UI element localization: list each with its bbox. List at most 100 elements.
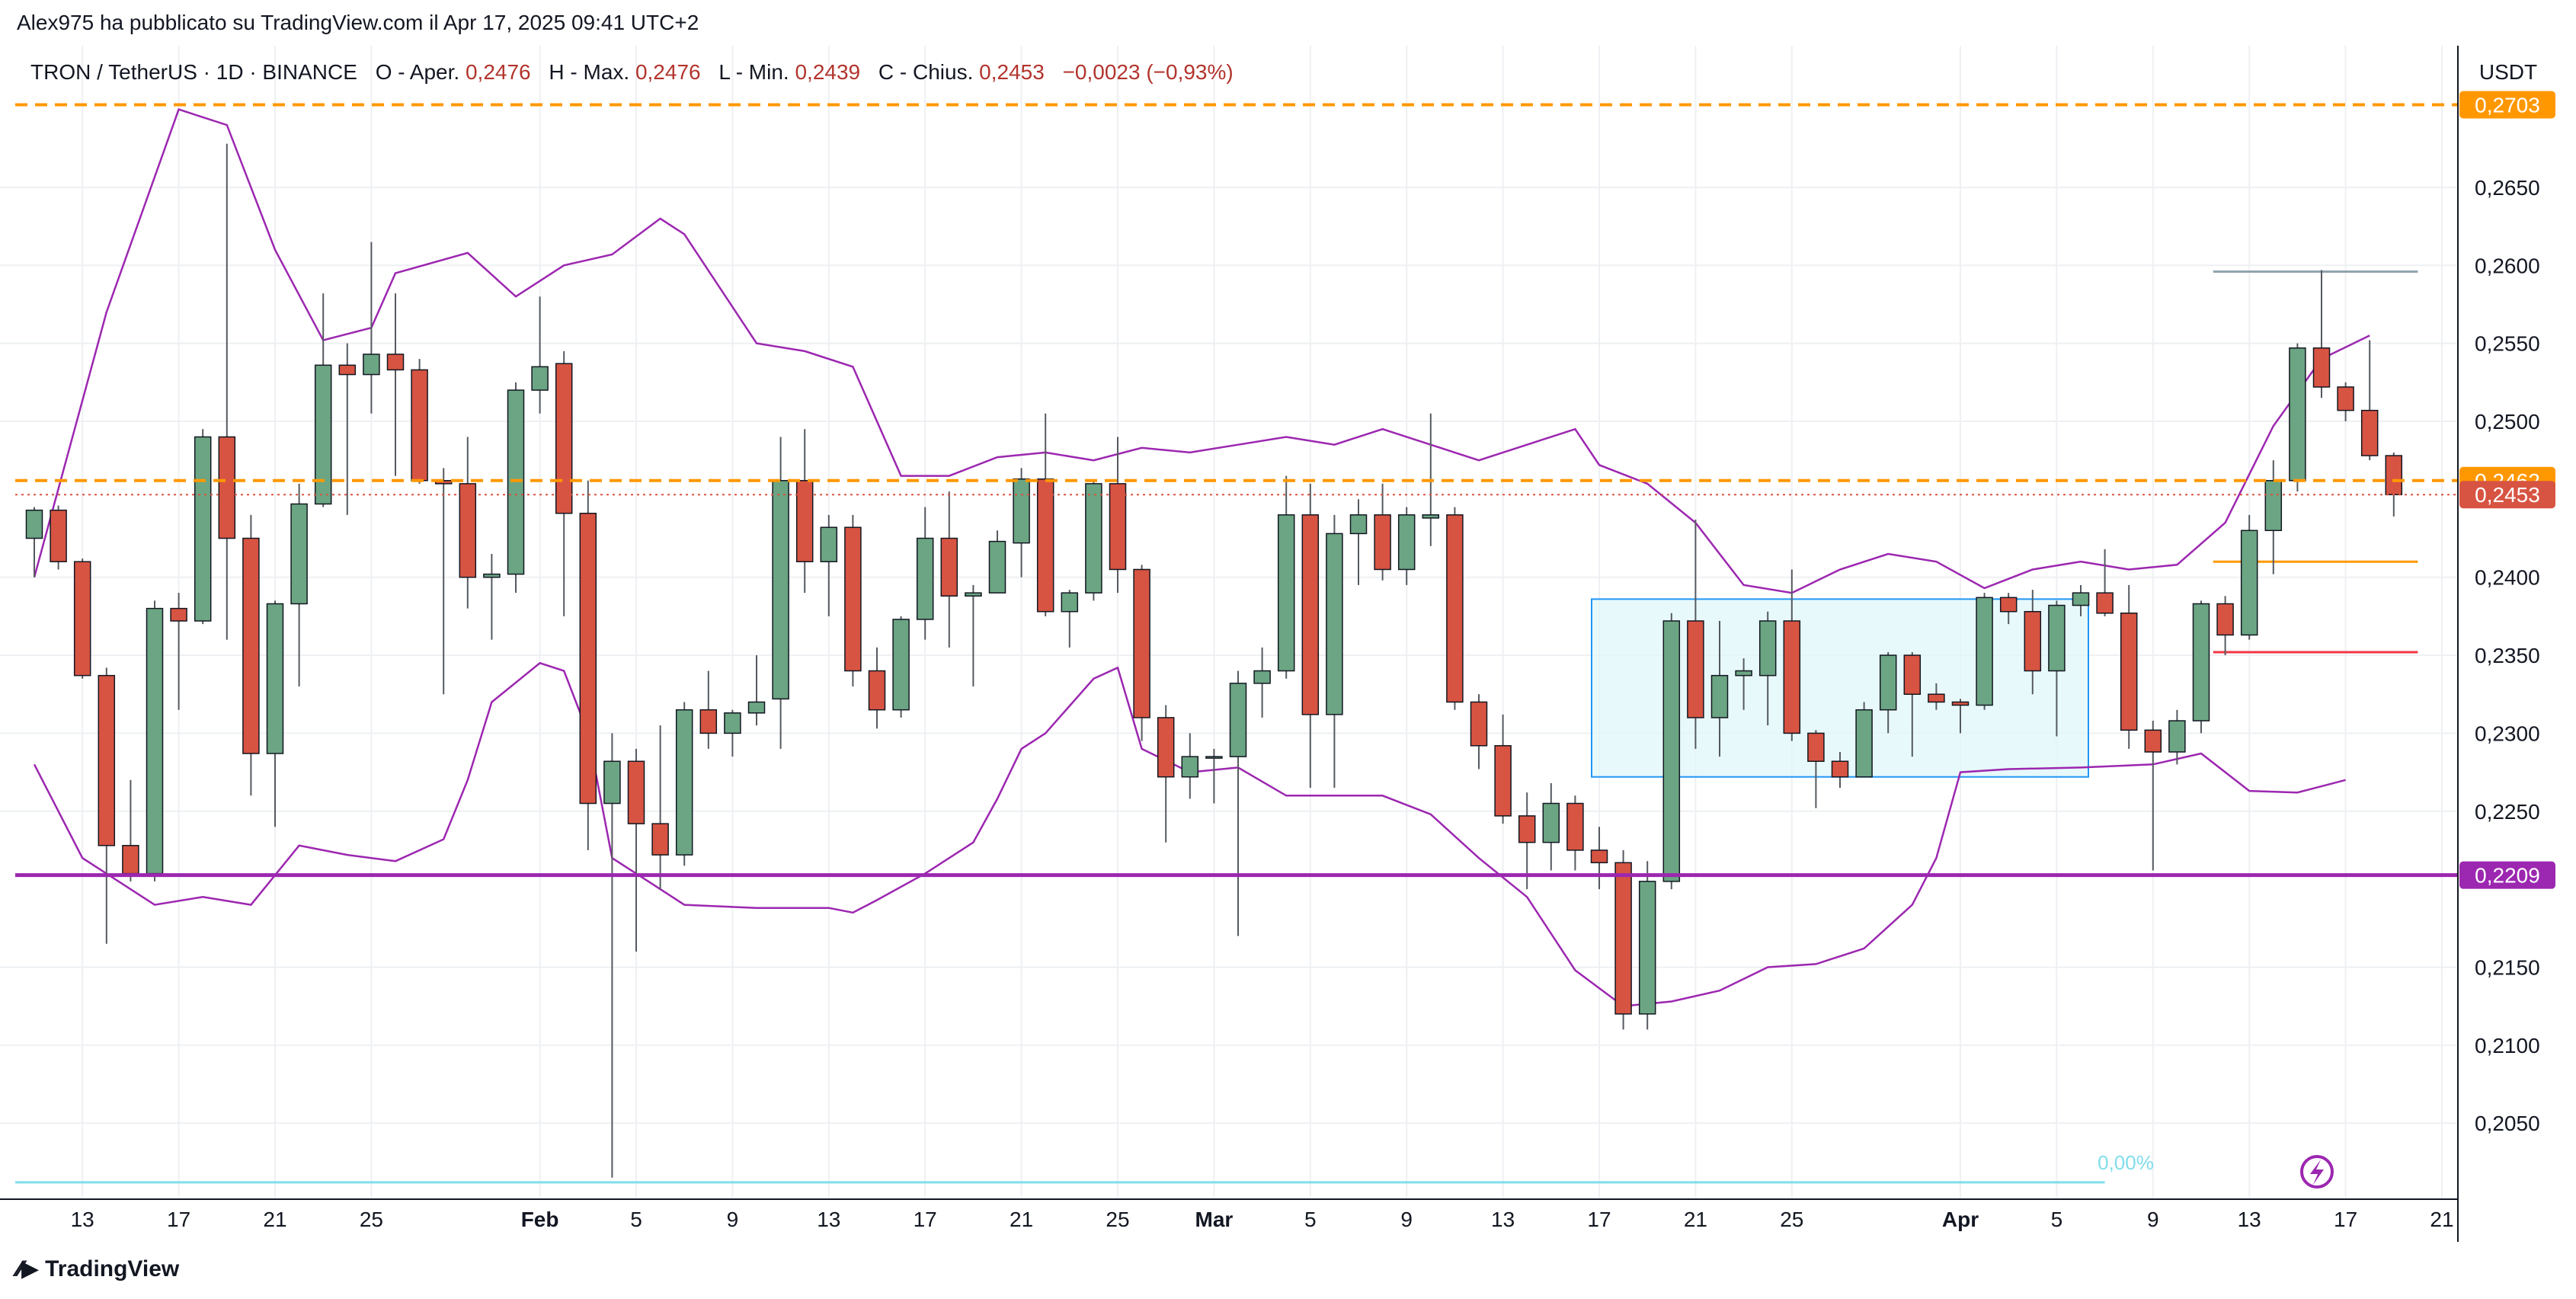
price-tick-label: 0,2100 bbox=[2475, 1034, 2540, 1057]
candlestick-series bbox=[25, 143, 2403, 1178]
candle-up bbox=[1662, 613, 1681, 890]
candle-up bbox=[1735, 658, 1752, 710]
candle-down bbox=[627, 748, 645, 952]
candle-up bbox=[892, 616, 910, 718]
candle-down bbox=[411, 359, 428, 484]
tradingview-brand-text: TradingView bbox=[45, 1256, 180, 1281]
legend-change-value: −0,0023 (−0,93%) bbox=[1063, 60, 1234, 84]
candle-up bbox=[1758, 611, 1777, 726]
candle-up bbox=[290, 483, 308, 686]
candle-down bbox=[2096, 549, 2114, 616]
candle-up bbox=[483, 553, 501, 640]
time-axis-panel[interactable] bbox=[0, 1199, 2458, 1245]
candle-body bbox=[1542, 802, 1560, 843]
candle-body bbox=[1374, 514, 1391, 571]
candle-body bbox=[507, 389, 525, 575]
candle-body bbox=[1758, 620, 1777, 677]
candle-up bbox=[1349, 499, 1368, 585]
candle-body bbox=[1928, 693, 1945, 703]
candle-body bbox=[2360, 409, 2379, 456]
candle-down bbox=[1999, 593, 2018, 625]
time-tick-label: 21 bbox=[1010, 1208, 1033, 1231]
candle-up bbox=[2048, 600, 2066, 737]
price-tick-label: 0,2600 bbox=[2475, 254, 2540, 277]
candle-body bbox=[1061, 592, 1079, 613]
candle-down bbox=[1494, 714, 1512, 824]
candle-up bbox=[1879, 651, 1897, 734]
candle-up bbox=[1277, 475, 1295, 679]
candle-down bbox=[651, 725, 669, 890]
candle-body bbox=[892, 619, 910, 711]
time-tick-label: 21 bbox=[263, 1208, 286, 1231]
candle-down bbox=[1783, 569, 1801, 741]
candle-body bbox=[434, 480, 453, 485]
candle-body bbox=[50, 509, 67, 562]
candle-body bbox=[2385, 455, 2403, 495]
candle-body bbox=[1181, 756, 1199, 778]
candle-body bbox=[1735, 670, 1752, 677]
price-tag-bg bbox=[2459, 481, 2555, 509]
candle-up bbox=[2289, 343, 2306, 492]
price-tag-bg bbox=[2459, 91, 2555, 119]
candle-body bbox=[1301, 514, 1320, 715]
time-tick-label: 5 bbox=[630, 1208, 642, 1231]
candle-body bbox=[2312, 347, 2331, 388]
candle-up bbox=[965, 584, 982, 686]
candle-down bbox=[459, 437, 477, 609]
candle-down bbox=[699, 670, 718, 749]
currency-label: USDT bbox=[2479, 60, 2537, 84]
legend-low-value: 0,2439 bbox=[795, 60, 860, 84]
candle-body bbox=[1662, 620, 1681, 882]
candle-up bbox=[2240, 514, 2258, 640]
candle-down bbox=[1133, 565, 1150, 741]
candle-body bbox=[916, 537, 934, 620]
candle-down bbox=[1831, 751, 1849, 789]
candle-body bbox=[2264, 480, 2283, 532]
candle-up bbox=[25, 507, 43, 578]
candle-up bbox=[314, 293, 332, 507]
candle-body bbox=[795, 480, 814, 562]
candle-down bbox=[2024, 590, 2042, 695]
replay-icon[interactable] bbox=[2300, 1155, 2334, 1189]
price-axis-panel[interactable] bbox=[2458, 46, 2576, 1261]
candle-body bbox=[1518, 815, 1536, 843]
time-tick-label: 5 bbox=[2051, 1208, 2063, 1231]
legend-open-label: O - Aper. bbox=[376, 60, 460, 84]
fib-zero-label: 0,00% bbox=[2098, 1151, 2154, 1174]
candle-down bbox=[1301, 483, 1320, 789]
candle-down bbox=[1566, 795, 1584, 871]
candle-down bbox=[844, 514, 862, 686]
candle-down bbox=[338, 343, 357, 515]
candle-body bbox=[2216, 603, 2234, 636]
candle-up bbox=[531, 296, 549, 414]
time-tick-label: Mar bbox=[1195, 1208, 1234, 1231]
tradingview-brand[interactable]: ⁄⁄▶ TradingView bbox=[17, 1256, 179, 1282]
candle-body bbox=[1494, 745, 1512, 817]
candle-down bbox=[579, 480, 597, 850]
candle-body bbox=[1783, 620, 1801, 734]
candle-up bbox=[1085, 480, 1102, 601]
candle-down bbox=[73, 558, 91, 679]
candle-body bbox=[1349, 514, 1368, 535]
time-tick-label: 25 bbox=[360, 1208, 383, 1231]
candle-down bbox=[1807, 730, 1825, 808]
candle-up bbox=[2168, 709, 2186, 765]
candle-down bbox=[1951, 699, 1970, 734]
tradingview-logo-icon: ⁄⁄▶ bbox=[17, 1256, 39, 1281]
candle-down bbox=[2144, 721, 2162, 871]
candle-body bbox=[555, 363, 573, 514]
price-tag-label: 0,2703 bbox=[2475, 93, 2540, 117]
candle-down bbox=[1157, 705, 1175, 843]
candle-body bbox=[675, 709, 693, 856]
time-tick-label: 17 bbox=[167, 1208, 190, 1231]
candle-down bbox=[122, 779, 139, 881]
candle-up bbox=[603, 733, 621, 1178]
candle-body bbox=[266, 603, 284, 754]
price-tick-label: 0,2150 bbox=[2475, 955, 2540, 979]
candle-body bbox=[363, 354, 380, 376]
time-tick-label: 9 bbox=[2147, 1208, 2159, 1231]
candle-up bbox=[772, 437, 789, 749]
candle-body bbox=[747, 701, 766, 714]
candle-down bbox=[386, 293, 405, 476]
